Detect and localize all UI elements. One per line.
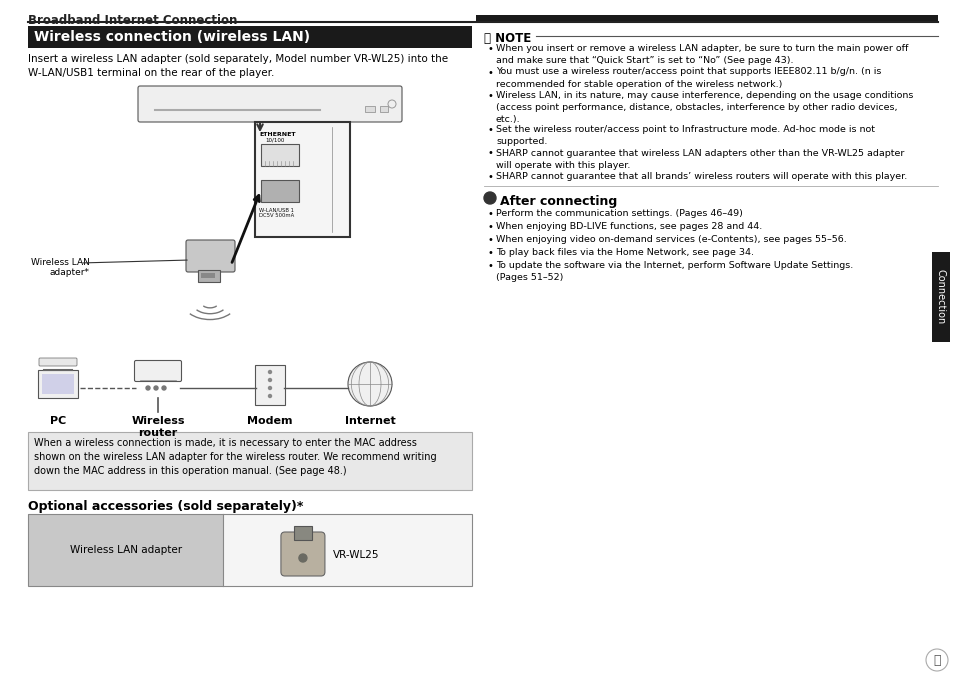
Text: Wireless LAN
adapter*: Wireless LAN adapter* <box>30 258 90 277</box>
FancyBboxPatch shape <box>365 106 375 112</box>
Circle shape <box>348 362 392 406</box>
Text: Wireless connection (wireless LAN): Wireless connection (wireless LAN) <box>34 30 310 44</box>
Bar <box>38 370 78 398</box>
Text: 10/100: 10/100 <box>265 138 284 143</box>
Text: When enjoying video on-demand services (e-Contents), see pages 55–56.: When enjoying video on-demand services (… <box>496 235 846 244</box>
Text: Wireless LAN, in its nature, may cause interference, depending on the usage cond: Wireless LAN, in its nature, may cause i… <box>496 91 912 124</box>
Bar <box>261 180 298 202</box>
Text: ⓔ: ⓔ <box>932 653 940 666</box>
FancyBboxPatch shape <box>254 365 285 405</box>
Bar <box>476 15 937 22</box>
Text: Broadband Internet Connection: Broadband Internet Connection <box>28 14 237 27</box>
Text: You must use a wireless router/access point that supports IEEE802.11 b/g/n. (n i: You must use a wireless router/access po… <box>496 68 881 88</box>
Bar <box>28 432 472 490</box>
Text: Modem: Modem <box>247 416 293 426</box>
Bar <box>261 144 298 166</box>
Circle shape <box>298 554 307 562</box>
FancyBboxPatch shape <box>134 360 181 381</box>
Bar <box>201 273 214 278</box>
Bar <box>198 270 220 282</box>
Circle shape <box>146 386 150 390</box>
Text: •: • <box>488 248 494 258</box>
FancyBboxPatch shape <box>138 86 401 122</box>
Text: •: • <box>488 261 494 271</box>
Text: DC5V 500mA: DC5V 500mA <box>258 213 294 218</box>
Text: •: • <box>488 172 494 182</box>
Text: Set the wireless router/access point to Infrastructure mode. Ad-hoc mode is not
: Set the wireless router/access point to … <box>496 125 874 146</box>
Text: When a wireless connection is made, it is necessary to enter the MAC address
sho: When a wireless connection is made, it i… <box>34 438 436 476</box>
Text: When you insert or remove a wireless LAN adapter, be sure to turn the main power: When you insert or remove a wireless LAN… <box>496 44 907 65</box>
Circle shape <box>483 192 496 204</box>
Bar <box>294 526 312 540</box>
Text: •: • <box>488 125 494 135</box>
Text: SHARP cannot guarantee that wireless LAN adapters other than the VR-WL25 adapter: SHARP cannot guarantee that wireless LAN… <box>496 148 903 169</box>
FancyBboxPatch shape <box>186 240 234 272</box>
Text: •: • <box>488 222 494 232</box>
Text: Optional accessories (sold separately)*: Optional accessories (sold separately)* <box>28 500 303 513</box>
Circle shape <box>925 649 947 671</box>
Circle shape <box>162 386 166 390</box>
Text: Connection: Connection <box>935 269 945 325</box>
Text: •: • <box>488 68 494 78</box>
Bar <box>28 514 223 586</box>
Text: Perform the communication settings. (Pages 46–49): Perform the communication settings. (Pag… <box>496 209 742 218</box>
Text: Internet: Internet <box>344 416 395 426</box>
Bar <box>42 374 74 394</box>
Text: VR-WL25: VR-WL25 <box>333 550 379 560</box>
Text: SHARP cannot guarantee that all brands’ wireless routers will operate with this : SHARP cannot guarantee that all brands’ … <box>496 172 906 181</box>
Text: After connecting: After connecting <box>499 195 617 208</box>
Text: When enjoying BD-LIVE functions, see pages 28 and 44.: When enjoying BD-LIVE functions, see pag… <box>496 222 761 231</box>
Text: ETHERNET: ETHERNET <box>258 132 295 137</box>
Text: Wireless
router: Wireless router <box>132 416 185 437</box>
Circle shape <box>268 394 272 398</box>
Text: •: • <box>488 235 494 245</box>
Bar <box>254 122 350 237</box>
Bar <box>931 252 949 342</box>
Text: •: • <box>488 209 494 219</box>
Text: •: • <box>488 44 494 54</box>
Text: W-LAN/USB 1: W-LAN/USB 1 <box>258 207 294 212</box>
FancyBboxPatch shape <box>379 106 388 112</box>
Text: •: • <box>488 91 494 101</box>
Bar <box>28 26 472 48</box>
Text: To update the software via the Internet, perform Software Update Settings.
(Page: To update the software via the Internet,… <box>496 261 852 282</box>
Text: PC: PC <box>50 416 66 426</box>
Text: Wireless LAN adapter: Wireless LAN adapter <box>70 545 182 555</box>
FancyBboxPatch shape <box>280 532 325 576</box>
Circle shape <box>268 379 272 381</box>
Circle shape <box>153 386 158 390</box>
Text: •: • <box>488 148 494 159</box>
Circle shape <box>268 371 272 373</box>
Text: Insert a wireless LAN adapter (sold separately, Model number VR-WL25) into the
W: Insert a wireless LAN adapter (sold sepa… <box>28 54 448 78</box>
Circle shape <box>268 387 272 389</box>
Bar <box>223 514 472 586</box>
FancyBboxPatch shape <box>39 358 77 366</box>
Text: To play back files via the Home Network, see page 34.: To play back files via the Home Network,… <box>496 248 753 257</box>
Bar <box>28 514 472 586</box>
Text: ⎙ NOTE: ⎙ NOTE <box>483 32 531 45</box>
